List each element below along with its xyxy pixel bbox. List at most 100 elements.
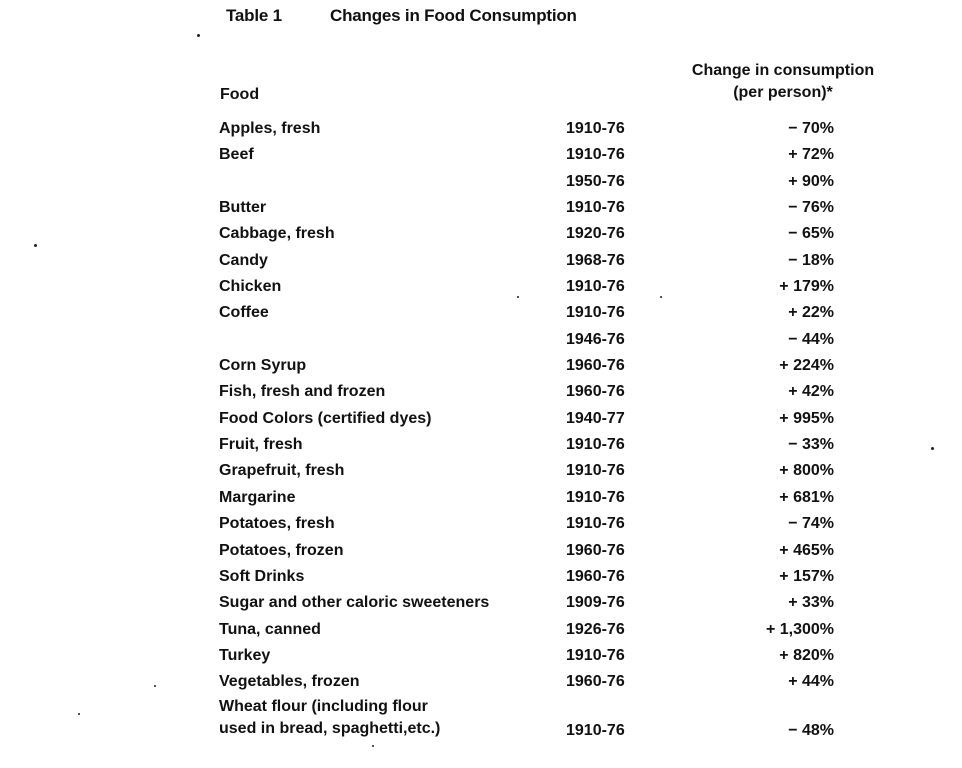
period-cell: 1910-76 (566, 199, 625, 217)
food-cell: Fruit, fresh (219, 436, 303, 454)
change-cell: − 65% (788, 225, 834, 243)
scan-speck (372, 745, 374, 747)
table-row: Corn Syrup 1960-76 + 224% (0, 353, 962, 379)
period-cell: 1910-76 (566, 120, 625, 137)
scan-speck (660, 296, 662, 298)
column-header-food: Food (220, 86, 260, 103)
table-row: Fish, fresh and frozen 1960-76 + 42% (0, 379, 962, 405)
table-caption: Changes in Food Consumption (330, 6, 577, 25)
change-cell: + 995% (779, 409, 834, 427)
change-cell: + 800% (779, 462, 834, 480)
table-row: Chicken 1910-76 + 179% (0, 274, 962, 300)
period-cell: 1960-76 (566, 357, 625, 375)
food-cell: Butter (219, 199, 267, 217)
period-cell: 1910-76 (566, 304, 625, 322)
period-cell: 1920-76 (566, 225, 625, 243)
change-cell: + 42% (788, 383, 834, 401)
change-cell: − 76% (788, 199, 834, 217)
period-cell: 1940-77 (566, 409, 625, 427)
food-cell: Wheat flour (including flour used in bre… (219, 697, 441, 737)
table-row: Wheat flour (including flour used in bre… (0, 696, 962, 748)
table-row: Fruit, fresh 1910-76 − 33% (0, 432, 962, 458)
food-cell: Margarine (219, 488, 296, 506)
food-cell: Tuna, canned (219, 620, 321, 638)
change-cell: + 465% (779, 541, 834, 559)
period-cell: 1960-76 (566, 673, 625, 691)
change-cell: − 70% (788, 120, 834, 137)
food-cell: Candy (219, 251, 268, 269)
scan-speck (931, 447, 934, 450)
change-cell: + 224% (779, 357, 834, 375)
change-cell: + 22% (788, 304, 834, 322)
table-title: Table 1 Changes in Food Consumption (226, 6, 577, 26)
scan-speck (78, 713, 80, 715)
scan-speck (197, 34, 200, 37)
table-row: Turkey 1910-76 + 820% (0, 643, 962, 669)
scan-speck (34, 244, 37, 247)
table-row: Soft Drinks 1960-76 + 157% (0, 564, 962, 590)
table-row: Vegetables, frozen 1960-76 + 44% (0, 669, 962, 695)
table-row: Beef 1910-76 + 72% (0, 142, 962, 168)
period-cell: 1910-76 (566, 488, 625, 506)
period-cell: 1950-76 (566, 172, 625, 190)
change-cell: − 74% (788, 515, 834, 533)
period-cell: 1926-76 (566, 620, 625, 638)
table-row: Apples, fresh 1910-76 − 70% (0, 116, 962, 142)
period-cell: 1909-76 (566, 594, 625, 612)
change-cell: + 179% (779, 278, 834, 296)
table-row: Tuna, canned 1926-76 + 1,300% (0, 617, 962, 643)
table-row: Food Colors (certified dyes) 1940-77 + 995… (0, 406, 962, 432)
change-cell: − 48% (788, 721, 834, 739)
period-cell: 1910-76 (566, 515, 625, 533)
food-cell: Grapefruit, fresh (219, 462, 345, 480)
scan-speck (517, 296, 519, 298)
food-cell: Vegetables, frozen (219, 673, 360, 691)
table-row: Candy 1968-76 − 18% (0, 248, 962, 274)
change-cell: + 820% (779, 646, 834, 664)
change-cell: − 18% (788, 251, 834, 269)
change-cell: + 33% (788, 594, 834, 612)
change-cell: + 681% (779, 488, 834, 506)
food-cell: Potatoes, frozen (219, 541, 344, 559)
table-row: Margarine 1910-76 + 681% (0, 485, 962, 511)
period-cell: 1968-76 (566, 251, 625, 269)
food-cell: Sugar and other caloric sweeteners (219, 594, 490, 612)
table-label: Table 1 (226, 6, 282, 25)
table-row: 1950-76 + 90% (0, 169, 962, 195)
change-cell: + 90% (788, 172, 834, 190)
table-row: Coffee 1910-76 + 22% (0, 300, 962, 326)
period-cell: 1910-76 (566, 146, 625, 164)
period-cell: 1910-76 (566, 278, 625, 296)
food-cell: Food Colors (certified dyes) (219, 409, 432, 427)
column-header-change-line2: (per person)* (733, 84, 833, 101)
food-cell: Chicken (219, 278, 282, 296)
period-cell: 1946-76 (566, 330, 625, 348)
table-row: 1946-76 − 44% (0, 327, 962, 353)
food-cell: Soft Drinks (219, 567, 305, 585)
table-row: Butter 1910-76 − 76% (0, 195, 962, 221)
food-cell: Apples, fresh (219, 120, 321, 137)
column-header-change-line1: Change in consumption (691, 62, 875, 79)
change-cell: + 1,300% (765, 620, 834, 638)
table-row: Cabbage, fresh 1920-76 − 65% (0, 221, 962, 247)
period-cell: 1960-76 (566, 567, 625, 585)
food-cell: Coffee (219, 304, 269, 322)
scan-speck (154, 685, 156, 687)
table-body: Apples, fresh 1910-76 − 70% Beef 1910-76 + 72… (0, 116, 962, 748)
food-cell: Cabbage, fresh (219, 225, 335, 243)
food-cell: Corn Syrup (219, 357, 307, 375)
change-cell: + 72% (788, 146, 834, 164)
table-row: Potatoes, frozen 1960-76 + 465% (0, 538, 962, 564)
period-cell: 1910-76 (566, 436, 625, 454)
food-cell: Fish, fresh and frozen (219, 383, 386, 401)
period-cell: 1910-76 (566, 721, 625, 739)
change-cell: + 157% (779, 567, 834, 585)
period-cell: 1910-76 (566, 462, 625, 480)
change-cell: − 33% (788, 436, 834, 454)
food-cell: Turkey (219, 646, 271, 664)
table-row: Sugar and other caloric sweeteners 1909-7… (0, 590, 962, 616)
table-row: Potatoes, fresh 1910-76 − 74% (0, 511, 962, 537)
table-row: Grapefruit, fresh 1910-76 + 800% (0, 458, 962, 484)
period-cell: 1960-76 (566, 541, 625, 559)
food-cell: Potatoes, fresh (219, 515, 335, 533)
